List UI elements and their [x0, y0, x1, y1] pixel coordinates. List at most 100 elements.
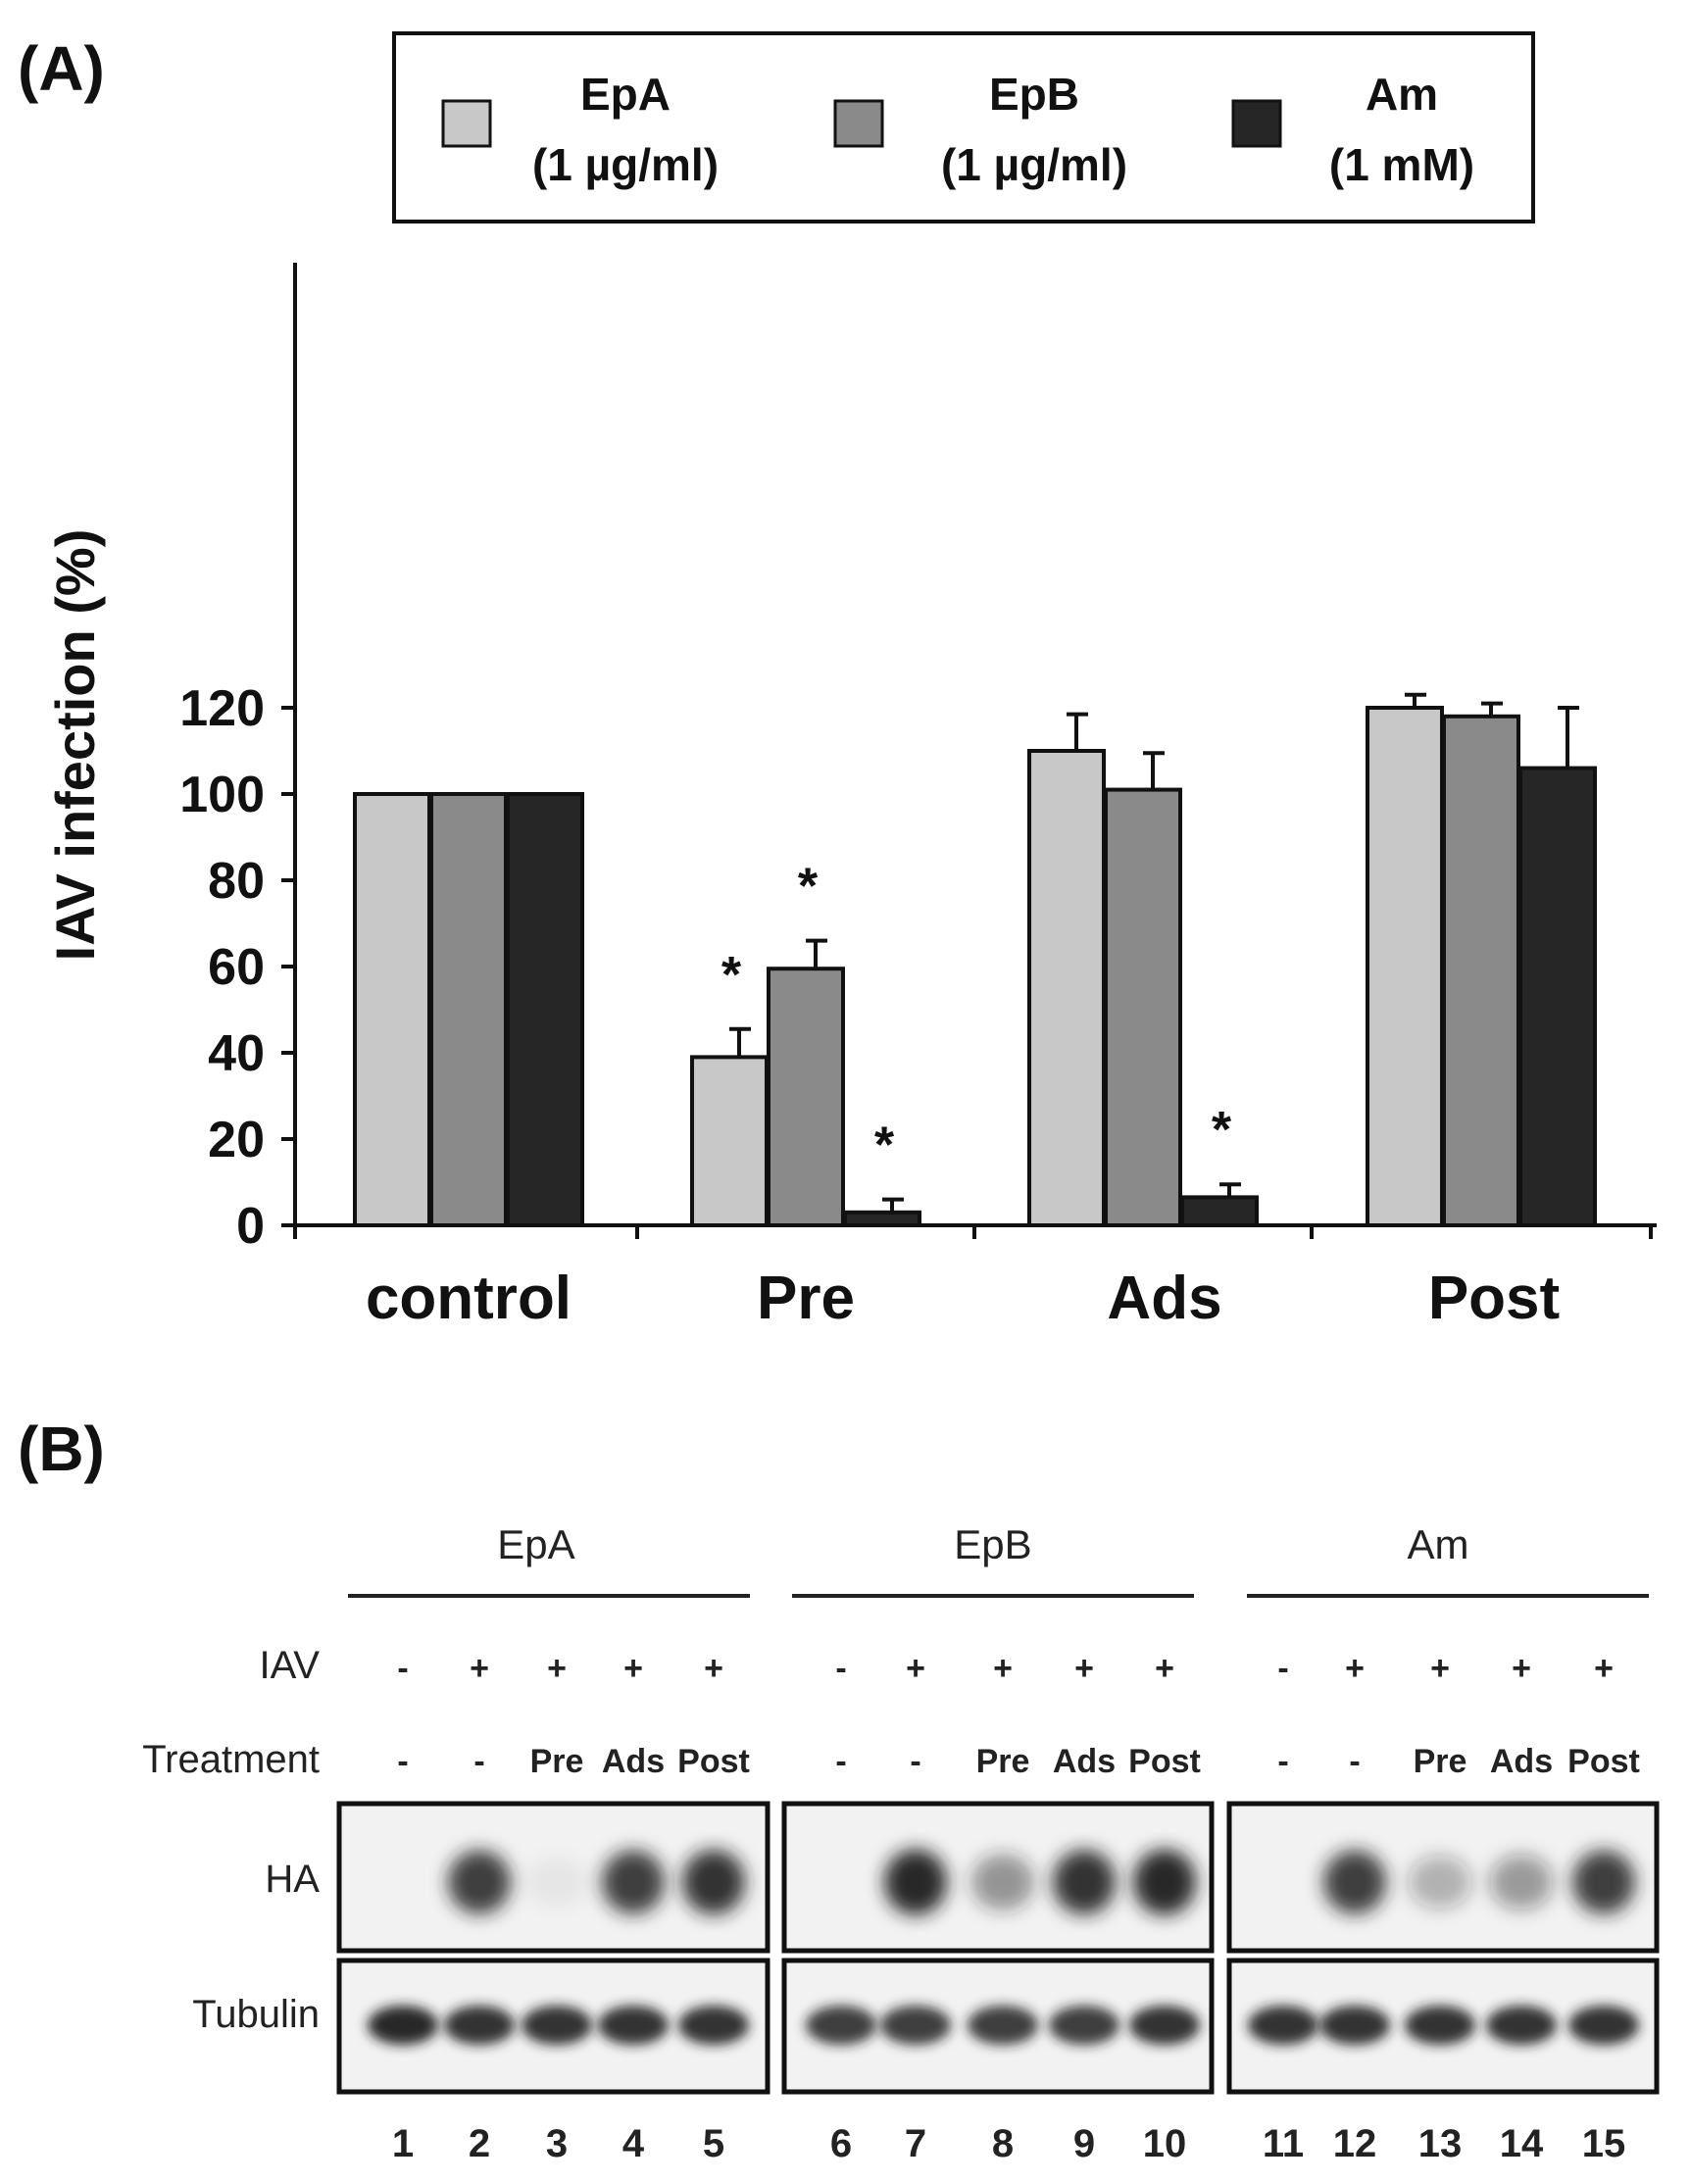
ha-band-lane-5	[682, 1850, 745, 1914]
legend-epb-line2: (1 µg/ml)	[941, 139, 1127, 190]
lane-number-5: 5	[703, 2122, 724, 2165]
tubulin-band-lane-10	[1129, 2006, 1200, 2045]
bar-epb-post	[1442, 714, 1520, 1227]
significance-star: *	[874, 1117, 895, 1174]
tubulin-band-lane-6	[806, 2006, 876, 2045]
tubulin-band-lane-8	[968, 2006, 1038, 2045]
category-label-ads: Ads	[1107, 1265, 1221, 1332]
bar-am-ads	[1180, 1195, 1259, 1228]
tubulin-band-lane-11	[1248, 2006, 1318, 2045]
lane-number-4: 4	[622, 2122, 645, 2165]
iav-sign-lane-15: +	[1594, 1650, 1614, 1687]
ha-band-lane-8	[971, 1854, 1034, 1911]
lane-number-13: 13	[1418, 2122, 1463, 2165]
y-tick-label: 40	[208, 1025, 265, 1082]
y-tick-label: 0	[236, 1198, 265, 1255]
significance-star: *	[798, 859, 819, 916]
row-label-treatment: Treatment	[142, 1738, 320, 1781]
y-ticks: 0 20 40 60 80 100 120	[179, 680, 295, 1255]
row-label-ha: HA	[265, 1858, 320, 1901]
bar-am-pre	[843, 1210, 921, 1228]
x-ticks	[293, 1225, 1653, 1239]
legend-swatch-epa	[441, 99, 492, 148]
ha-band-lane-7	[884, 1849, 947, 1915]
panel-b-label: (B)	[18, 1414, 105, 1484]
category-labels: control Pre Ads Post	[366, 1265, 1560, 1332]
y-tick-label: 120	[179, 680, 265, 737]
lane-number-6: 6	[830, 2122, 852, 2165]
bar-am-post	[1518, 766, 1597, 1227]
bar-am-control	[506, 792, 584, 1227]
legend: EpA (1 µg/ml) EpB (1 µg/ml) Am (1 mM)	[392, 31, 1535, 223]
category-label-post: Post	[1428, 1265, 1560, 1332]
ha-band-lane-3	[525, 1858, 588, 1907]
lane-number-2: 2	[469, 2122, 490, 2165]
lane-numbers: 1 2 3 4 5 6 7 8 9 10 11 12 13 14 15	[392, 2122, 1625, 2165]
treatment-lane-12: -	[1349, 1743, 1360, 1780]
legend-swatch-am	[1231, 99, 1282, 148]
iav-sign-lane-12: +	[1345, 1650, 1365, 1687]
treatment-lane-14: Ads	[1490, 1743, 1553, 1780]
lane-number-11: 11	[1263, 2122, 1304, 2165]
bar-epa-ads	[1027, 749, 1106, 1227]
tubulin-band-lane-1	[368, 2006, 438, 2045]
iav-sign-lane-11: -	[1277, 1650, 1288, 1687]
ha-band-lane-15	[1572, 1850, 1635, 1914]
iav-sign-lane-13: +	[1430, 1650, 1450, 1687]
tubulin-band-lane-5	[678, 2006, 749, 2045]
legend-swatch-epb	[833, 99, 884, 148]
bar-epb-ads	[1104, 787, 1182, 1227]
y-axis-title: IAV infection (%)	[44, 529, 106, 962]
y-tick-label: 60	[208, 939, 265, 996]
lane-number-1: 1	[392, 2122, 414, 2165]
tubulin-band-lane-7	[880, 2006, 951, 2045]
y-tick-label: 100	[179, 767, 265, 823]
legend-am-line1: Am	[1366, 69, 1438, 120]
ha-band-lane-9	[1053, 1850, 1116, 1914]
tubulin-band-lane-3	[522, 2006, 592, 2045]
tubulin-band-lane-9	[1049, 2006, 1119, 2045]
blot-group-epa: EpA	[497, 1521, 574, 1567]
lane-number-14: 14	[1500, 2122, 1544, 2165]
iav-sign-lane-8: +	[993, 1650, 1013, 1687]
lane-number-12: 12	[1333, 2122, 1377, 2165]
row-label-tubulin: Tubulin	[192, 1993, 320, 2036]
legend-box	[392, 31, 1535, 223]
lane-number-9: 9	[1073, 2122, 1095, 2165]
lane-number-15: 15	[1582, 2122, 1626, 2165]
iav-sign-lane-2: +	[470, 1650, 489, 1687]
treatment-lane-15: Post	[1567, 1743, 1640, 1780]
error-bars	[729, 692, 1579, 1213]
treatment-lane-4: Ads	[602, 1743, 665, 1780]
iav-sign-lane-9: +	[1074, 1650, 1094, 1687]
tubulin-band-lane-13	[1405, 2006, 1475, 2045]
lane-number-10: 10	[1143, 2122, 1187, 2165]
treatment-lane-6: -	[835, 1743, 846, 1780]
iav-row: - + + + + - + + + + - + + + +	[397, 1650, 1614, 1687]
iav-sign-lane-5: +	[704, 1650, 723, 1687]
treatment-lane-3: Pre	[530, 1743, 584, 1780]
legend-am-line2: (1 mM)	[1329, 139, 1474, 190]
bar-epa-pre	[690, 1055, 769, 1228]
treatment-lane-7: -	[910, 1743, 920, 1780]
significance-star: *	[721, 947, 742, 1004]
tubulin-band-lane-2	[444, 2006, 515, 2045]
treatment-lane-5: Post	[677, 1743, 750, 1780]
category-label-control: control	[366, 1265, 572, 1332]
blot-group-epb: EpB	[954, 1521, 1031, 1567]
ha-band-lane-13	[1409, 1856, 1471, 1909]
tubulin-band-lane-12	[1319, 2006, 1390, 2045]
treatment-lane-13: Pre	[1414, 1743, 1467, 1780]
blot-panels	[336, 1801, 1660, 2095]
significance-markers: * * * *	[721, 859, 1232, 1174]
iav-sign-lane-3: +	[547, 1650, 567, 1687]
significance-star: *	[1212, 1102, 1232, 1159]
tubulin-band-lane-4	[598, 2006, 669, 2045]
lane-number-8: 8	[992, 2122, 1014, 2165]
treatment-row: - - Pre Ads Post - - Pre Ads Post - - Pre Ads Post	[397, 1743, 1640, 1780]
iav-sign-lane-4: +	[623, 1650, 643, 1687]
ha-band-lane-14	[1490, 1855, 1553, 1910]
treatment-lane-2: -	[473, 1743, 484, 1780]
tubulin-band-lane-14	[1486, 2006, 1557, 2045]
